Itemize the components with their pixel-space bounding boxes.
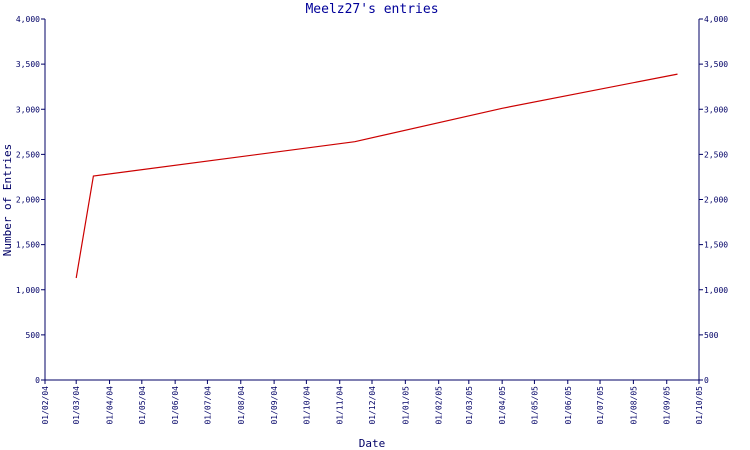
y-tick-label-right: 0	[704, 376, 709, 385]
axes	[44, 19, 700, 381]
x-tick-label: 01/07/04	[203, 386, 212, 425]
y-axis-label: Number of Entries	[1, 144, 14, 257]
x-tick-label: 01/06/04	[171, 386, 180, 425]
y-tick-label-right: 2,000	[704, 196, 728, 205]
x-tick-label: 01/01/05	[401, 386, 410, 425]
y-tick-label-left: 3,500	[16, 60, 40, 69]
y-tick-label-left: 4,000	[16, 15, 40, 24]
series-line	[75, 73, 678, 279]
x-tick-label: 01/04/05	[498, 386, 507, 425]
y-tick-label-right: 500	[704, 331, 719, 340]
x-tick-label: 01/03/05	[465, 386, 474, 425]
x-tick-label: 01/05/04	[138, 386, 147, 425]
y-tick-label-left: 3,000	[16, 105, 40, 114]
y-tick-label-left: 0	[35, 376, 40, 385]
x-tick-label: 01/04/04	[106, 386, 115, 425]
y-tick-label-left: 2,500	[16, 150, 40, 159]
x-tick-label: 01/08/05	[629, 386, 638, 425]
x-tick-label: 01/06/05	[564, 386, 573, 425]
chart-title: Meelz27's entries	[305, 2, 438, 17]
y-tick-label-left: 1,500	[16, 241, 40, 250]
y-tick-label-right: 2,500	[704, 150, 728, 159]
y-tick-label-right: 3,000	[704, 105, 728, 114]
x-tick-label: 01/02/05	[435, 386, 444, 425]
y-tick-label-right: 1,000	[704, 286, 728, 295]
x-tick-label: 01/05/05	[530, 386, 539, 425]
x-tick-label: 01/09/04	[270, 386, 279, 425]
y-tick-label-right: 1,500	[704, 241, 728, 250]
x-tick-label: 01/08/04	[237, 386, 246, 425]
x-tick-label: 01/09/05	[663, 386, 672, 425]
x-tick-label: 01/03/04	[72, 386, 81, 425]
y-tick-label-left: 500	[26, 331, 41, 340]
ticks: 0 0 500 500 1,000 1,000 1,500 1,500 2,000 2,000 2,…	[16, 15, 728, 425]
x-tick-label: 01/11/04	[336, 386, 345, 425]
y-tick-label-right: 3,500	[704, 60, 728, 69]
x-tick-label: 01/10/04	[302, 386, 311, 425]
y-tick-label-left: 2,000	[16, 196, 40, 205]
x-tick-label: 01/07/05	[596, 386, 605, 425]
y-tick-label-right: 4,000	[704, 15, 728, 24]
x-tick-label: 01/12/04	[368, 386, 377, 425]
x-axis-label: Date	[359, 437, 386, 450]
x-tick-label: 01/02/04	[41, 386, 50, 425]
y-tick-label-left: 1,000	[16, 286, 40, 295]
x-tick-label: 01/10/05	[695, 386, 704, 425]
series-layer	[75, 73, 678, 279]
